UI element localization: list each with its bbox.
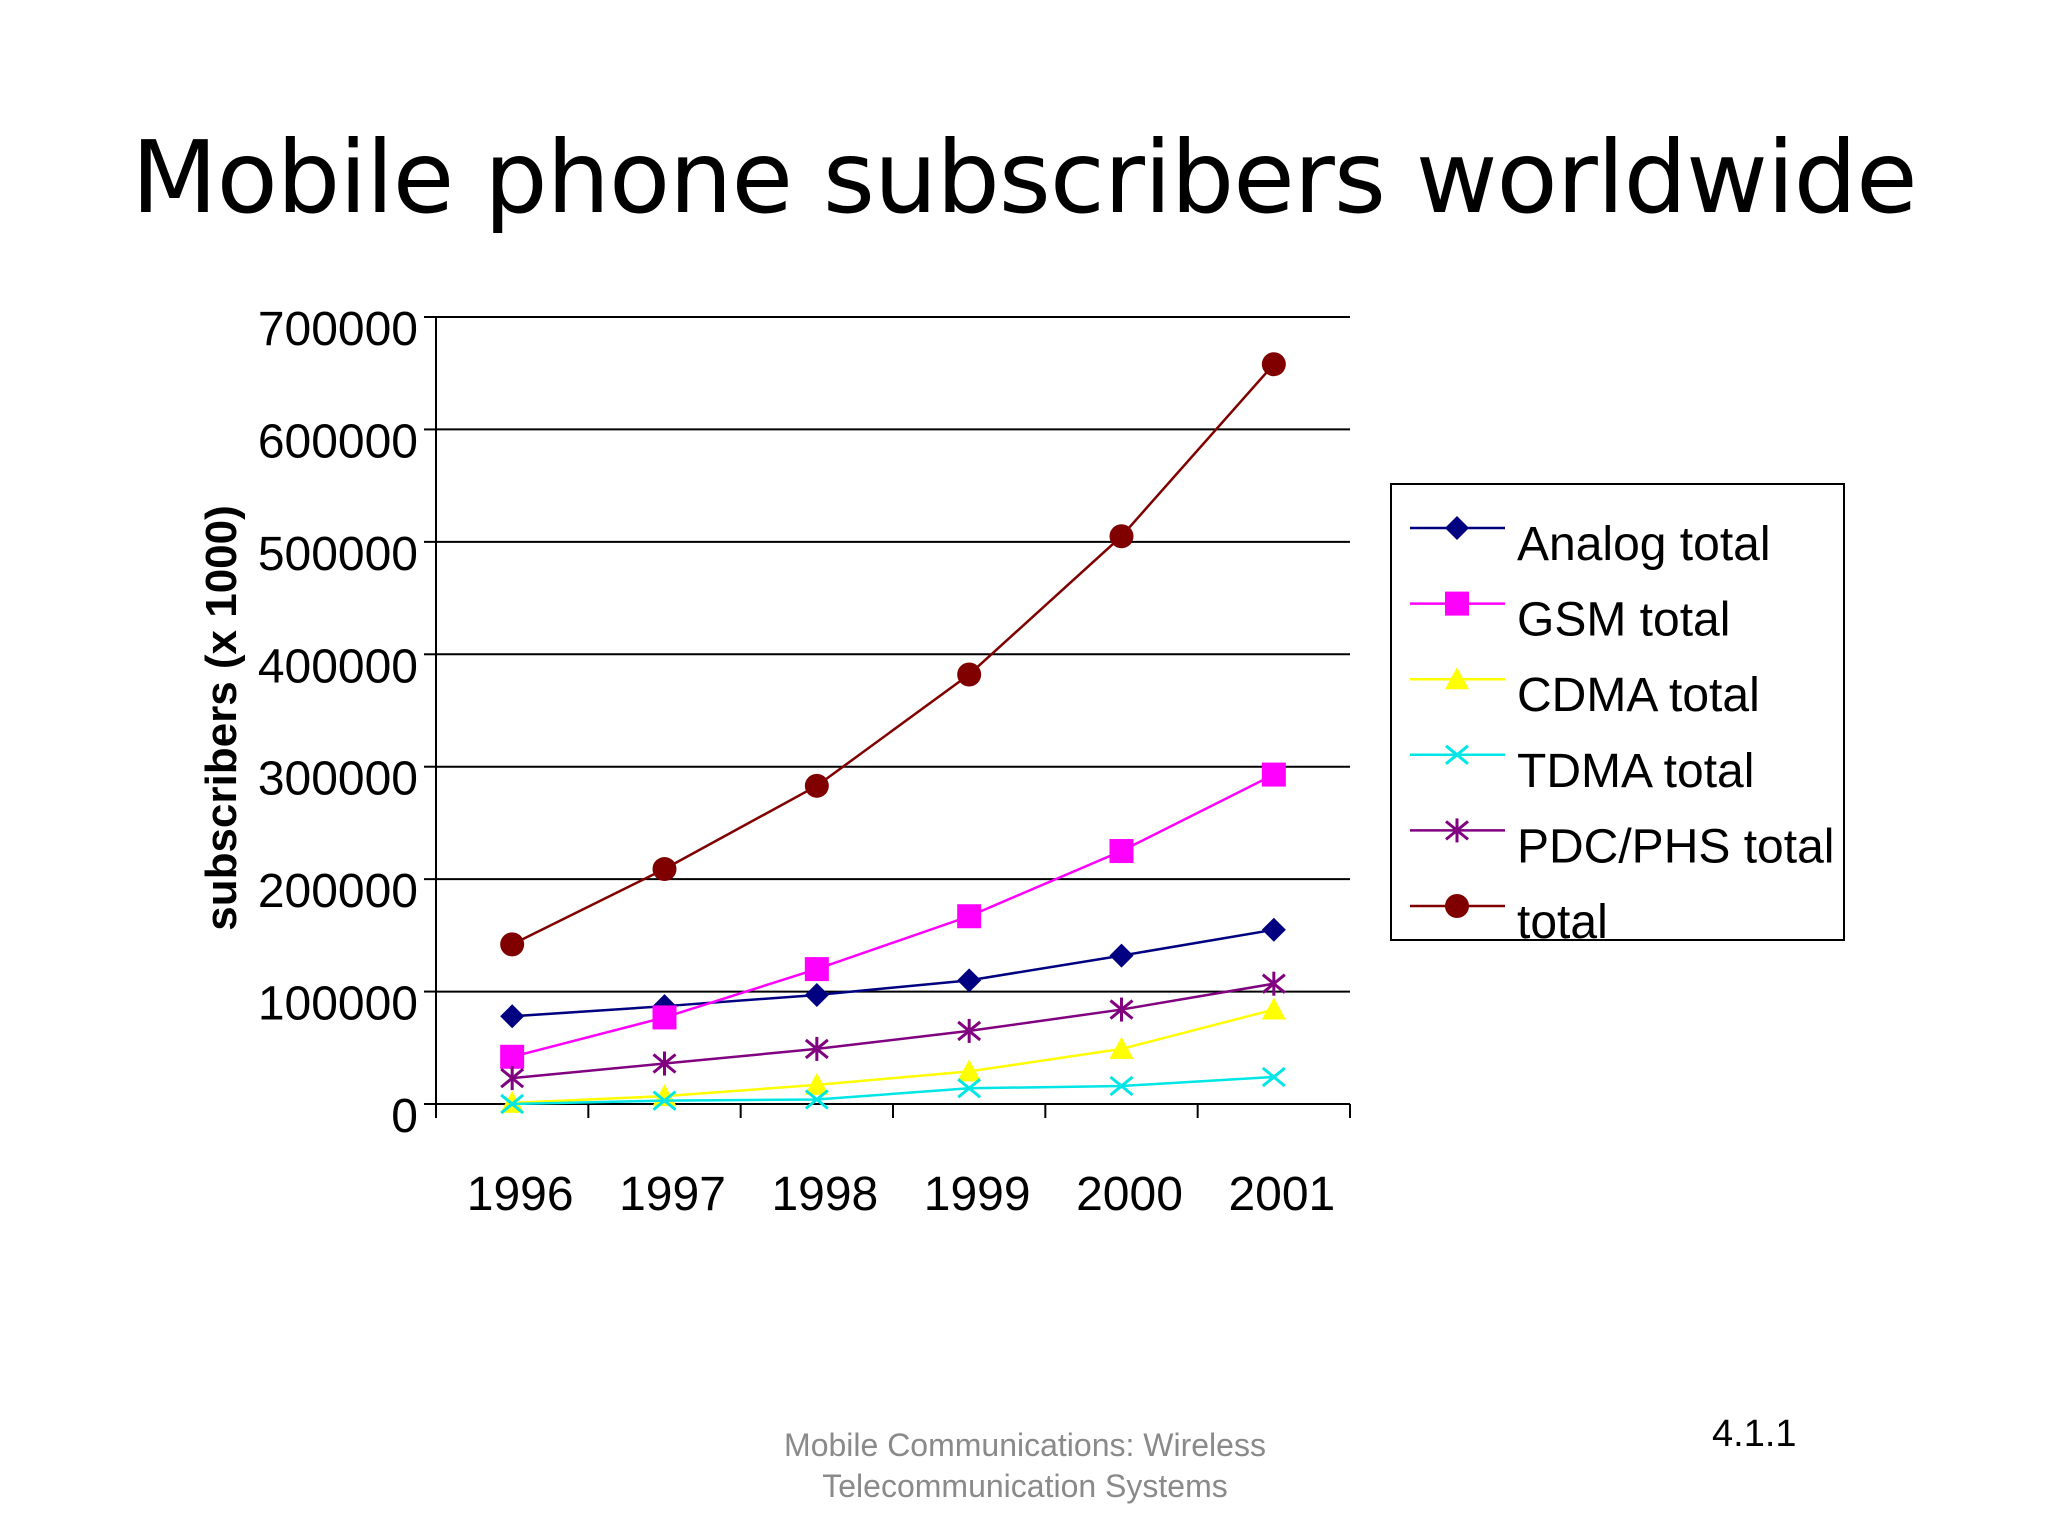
gridlines bbox=[436, 316, 1350, 993]
y-tick-label: 100000 bbox=[258, 978, 418, 1031]
y-tick-label: 600000 bbox=[258, 415, 418, 468]
legend-item: PDC/PHS total bbox=[1410, 818, 1834, 873]
data-point bbox=[957, 1059, 982, 1082]
data-point bbox=[957, 1078, 982, 1099]
legend-marker bbox=[1445, 894, 1469, 918]
legend-box bbox=[1390, 483, 1845, 941]
y-tick-label: 700000 bbox=[258, 303, 418, 356]
data-point bbox=[804, 1072, 829, 1095]
data-point bbox=[1261, 762, 1286, 787]
data-point bbox=[652, 1090, 677, 1111]
data-point bbox=[957, 662, 982, 687]
data-point bbox=[500, 1044, 525, 1069]
series-cdma-total bbox=[500, 997, 1286, 1113]
data-point bbox=[1109, 997, 1134, 1022]
series-pdc-phs-total bbox=[500, 971, 1286, 1091]
data-point bbox=[804, 982, 829, 1007]
legend-item: GSM total bbox=[1410, 591, 1730, 647]
legend-marker bbox=[1445, 818, 1469, 843]
x-tick-label: 1997 bbox=[619, 1168, 726, 1221]
data-point bbox=[1109, 524, 1134, 549]
legend-marker bbox=[1445, 591, 1469, 616]
data-point bbox=[500, 1004, 525, 1029]
series-line bbox=[512, 1008, 1275, 1105]
legend-item: CDMA total bbox=[1410, 667, 1760, 722]
series-line bbox=[512, 1075, 1274, 1106]
legend-label: CDMA total bbox=[1517, 669, 1760, 722]
slide-title: Mobile phone subscribers worldwide bbox=[131, 119, 1917, 236]
data-point bbox=[1261, 917, 1286, 942]
data-point bbox=[1109, 839, 1134, 864]
data-point bbox=[804, 1036, 829, 1061]
data-point bbox=[652, 1005, 677, 1030]
legend-label: Analog total bbox=[1517, 518, 1771, 571]
y-tick-label: 200000 bbox=[258, 865, 418, 918]
x-tick-label: 1998 bbox=[771, 1168, 878, 1221]
y-tick-label: 500000 bbox=[258, 528, 418, 581]
x-tick-label: 2000 bbox=[1076, 1168, 1183, 1221]
footer-text: Mobile Communications: Wireless Telecomm… bbox=[745, 1425, 1305, 1507]
x-tick-label: 2001 bbox=[1228, 1168, 1335, 1221]
data-point bbox=[1261, 352, 1286, 377]
series-line bbox=[512, 982, 1275, 1080]
data-point bbox=[500, 932, 525, 957]
legend-label: TDMA total bbox=[1517, 745, 1754, 798]
slide-number: 4.1.1 bbox=[1712, 1413, 1797, 1455]
y-tick-labels: 0 100000 200000 300000 400000 500000 600000 700… bbox=[258, 303, 418, 1143]
x-tick-label: 1999 bbox=[924, 1168, 1031, 1221]
data-point bbox=[957, 904, 982, 929]
y-tick-label: 300000 bbox=[258, 753, 418, 806]
series-total bbox=[500, 352, 1286, 957]
legend-item: total bbox=[1410, 894, 1608, 949]
data-point bbox=[652, 857, 677, 882]
legend: Analog total GSM total CDMA total TDMA tota… bbox=[1390, 483, 1845, 949]
data-point bbox=[957, 968, 982, 993]
footer-line-2: Telecommunication Systems bbox=[822, 1468, 1228, 1504]
legend-item: TDMA total bbox=[1410, 744, 1754, 798]
data-point bbox=[957, 1018, 982, 1043]
chart-axes bbox=[424, 316, 1351, 1118]
y-tick-label: 400000 bbox=[258, 640, 418, 693]
series-group bbox=[500, 352, 1286, 1115]
data-point bbox=[804, 957, 829, 982]
series-line bbox=[511, 363, 1275, 946]
legend-item: Analog total bbox=[1410, 516, 1771, 571]
data-point bbox=[804, 773, 829, 798]
series-tdma-total bbox=[500, 1066, 1286, 1115]
data-point bbox=[652, 1051, 677, 1076]
legend-marker bbox=[1445, 744, 1469, 765]
x-tick-label: 1996 bbox=[467, 1168, 574, 1221]
series-gsm-total bbox=[500, 762, 1286, 1069]
legend-label: GSM total bbox=[1517, 594, 1730, 647]
data-point bbox=[1109, 943, 1134, 968]
legend-label: total bbox=[1517, 896, 1608, 949]
series-line bbox=[512, 928, 1275, 1018]
data-point bbox=[1261, 971, 1286, 996]
legend-marker bbox=[1445, 516, 1469, 540]
series-line bbox=[511, 773, 1275, 1058]
data-point bbox=[1261, 1066, 1286, 1088]
data-point bbox=[500, 1093, 525, 1115]
data-point bbox=[804, 1089, 829, 1110]
series-analog-total bbox=[500, 917, 1286, 1029]
y-tick-label: 0 bbox=[391, 1090, 418, 1143]
footer-line-1: Mobile Communications: Wireless bbox=[784, 1427, 1266, 1463]
data-point bbox=[500, 1066, 525, 1091]
legend-marker bbox=[1445, 667, 1469, 690]
x-tick-labels: 1996 1997 1998 1999 2000 2001 bbox=[467, 1168, 1335, 1221]
legend-label: PDC/PHS total bbox=[1517, 820, 1834, 873]
data-point bbox=[1109, 1036, 1134, 1059]
data-point bbox=[1261, 997, 1286, 1020]
data-point bbox=[1109, 1075, 1134, 1097]
y-axis-label: subscribers (x 1000) bbox=[197, 505, 246, 931]
